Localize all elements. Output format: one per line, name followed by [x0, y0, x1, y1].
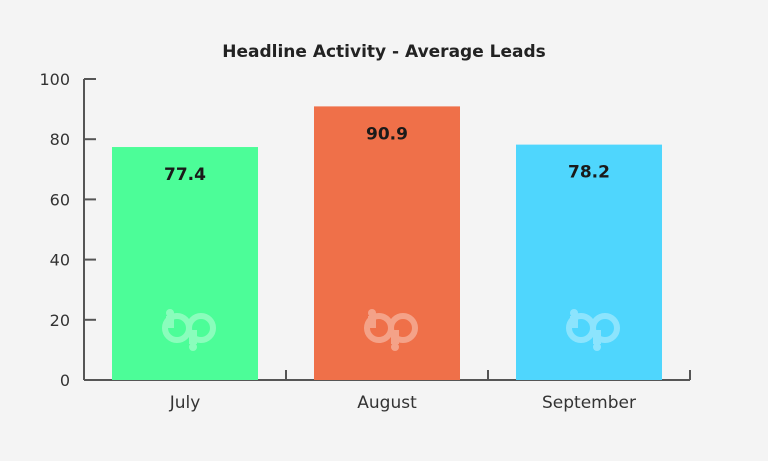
- data-label: 90.9: [366, 124, 408, 144]
- watermark-logo: [364, 309, 418, 351]
- x-tick-label: August: [357, 393, 417, 413]
- y-tick-label: 100: [39, 70, 70, 89]
- bar-september: [516, 144, 662, 380]
- y-tick-label: 60: [50, 190, 70, 209]
- x-axis: July August September: [84, 370, 691, 413]
- bars-group: 77.4 90.9 78.2: [112, 106, 662, 381]
- chart-title: Headline Activity - Average Leads: [222, 42, 546, 62]
- data-label: 77.4: [164, 165, 206, 185]
- y-tick-label: 40: [50, 251, 70, 270]
- bar-august: [314, 106, 460, 381]
- watermark-logo: [162, 309, 216, 351]
- watermark-logo: [566, 309, 620, 351]
- y-axis: 0 20 40 60 80 100: [39, 70, 96, 390]
- y-tick-label: 20: [50, 311, 70, 330]
- data-label: 78.2: [568, 163, 610, 183]
- x-tick-label: July: [169, 393, 201, 413]
- y-tick-label: 0: [60, 371, 70, 390]
- y-tick-label: 80: [50, 130, 70, 149]
- bar-july: [112, 147, 258, 380]
- x-tick-label: September: [542, 393, 636, 413]
